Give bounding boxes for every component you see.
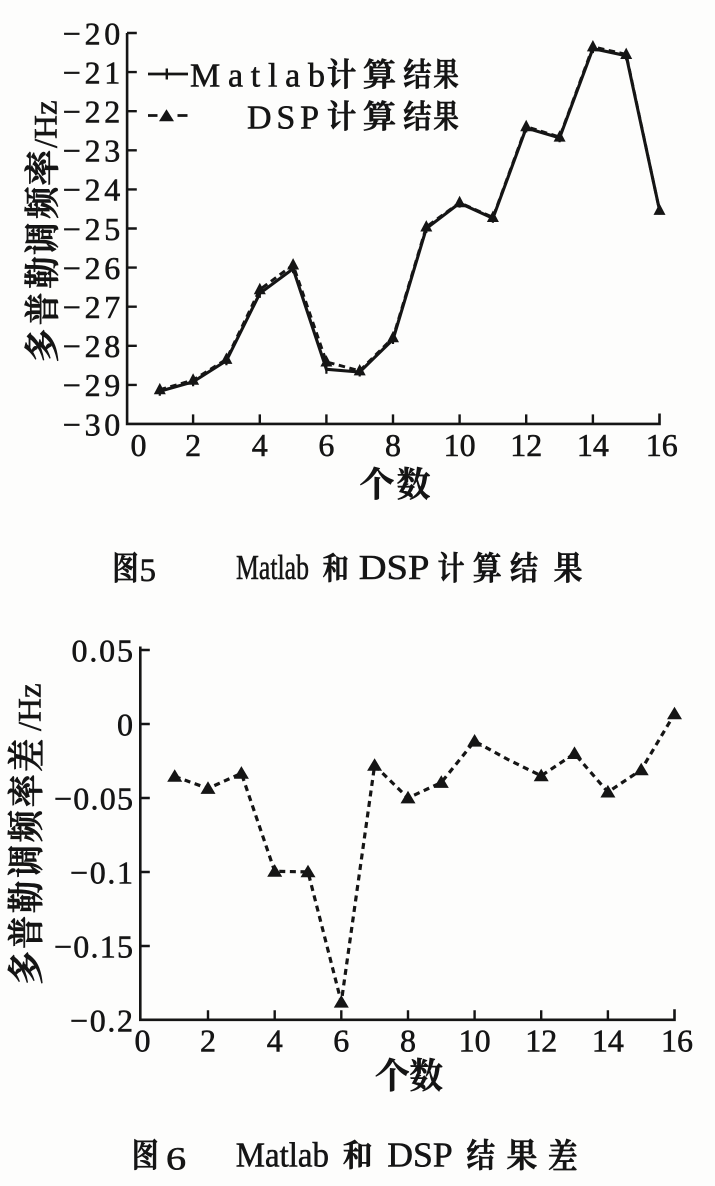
svg-text:0: 0 [135,1023,151,1059]
svg-text:−20: −20 [63,15,121,51]
svg-text:/Hz: /Hz [29,100,65,148]
svg-text:−0.1: −0.1 [70,854,133,890]
svg-text:14: 14 [592,1023,624,1059]
svg-text:−25: −25 [63,211,121,247]
svg-text:5: 5 [140,553,157,589]
svg-text:12: 12 [510,427,542,463]
svg-text:−26: −26 [63,250,121,286]
svg-text:−0.05: −0.05 [54,780,133,816]
svg-text:0.05: 0.05 [72,632,134,668]
svg-text:2: 2 [185,427,201,463]
svg-text:4: 4 [267,1023,283,1059]
svg-text:12: 12 [525,1023,557,1059]
svg-text:DSP: DSP [359,547,430,586]
svg-text:16: 16 [646,427,678,463]
svg-text:−21: −21 [63,54,121,90]
svg-text:10: 10 [444,427,476,463]
svg-text:/Hz: /Hz [13,683,49,731]
svg-text:Matlab: Matlab [236,548,309,587]
svg-text:−30: −30 [63,406,121,442]
svg-text:10: 10 [459,1023,491,1059]
svg-text:6: 6 [333,1023,349,1059]
svg-text:16: 16 [661,1023,693,1059]
svg-text:−0.15: −0.15 [54,928,133,964]
svg-text:−28: −28 [63,328,121,364]
svg-text:−23: −23 [63,133,121,169]
svg-text:0: 0 [117,706,133,742]
svg-text:Matlab: Matlab [236,1137,329,1175]
svg-text:−27: −27 [63,289,121,325]
svg-text:14: 14 [577,427,609,463]
svg-text:2: 2 [200,1023,216,1059]
svg-text:−0.2: −0.2 [70,1002,133,1038]
svg-text:−24: −24 [63,172,121,208]
svg-text:−29: −29 [63,367,121,403]
svg-text:6: 6 [318,427,334,463]
svg-text:4: 4 [252,427,268,463]
svg-text:Matlab: Matlab [190,57,325,94]
svg-text:8: 8 [385,427,401,463]
svg-text:−22: −22 [63,94,121,130]
svg-text:0: 0 [131,427,147,463]
svg-text:6: 6 [166,1140,186,1177]
svg-text:DSP: DSP [247,99,319,136]
svg-text:DSP: DSP [387,1136,452,1175]
svg-text:8: 8 [400,1023,416,1059]
